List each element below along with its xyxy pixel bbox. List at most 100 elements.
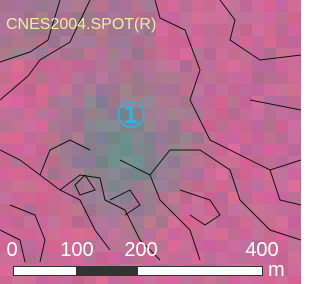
image-pixel (288, 240, 300, 252)
image-pixel (60, 168, 72, 180)
image-pixel (204, 48, 216, 60)
page: CNES2004.SPOT(R) ① 0 100 200 400 m (() =… (0, 0, 301, 284)
image-pixel (144, 156, 156, 168)
image-pixel (72, 48, 84, 60)
image-pixel (240, 120, 252, 132)
image-pixel (240, 60, 252, 72)
image-pixel (180, 24, 192, 36)
image-pixel (60, 72, 72, 84)
image-pixel (228, 132, 240, 144)
image-pixel (84, 96, 96, 108)
image-pixel (0, 0, 12, 12)
image-pixel (96, 276, 108, 284)
image-pixel (48, 60, 60, 72)
image-pixel (48, 96, 60, 108)
image-pixel (12, 216, 24, 228)
image-pixel (216, 204, 228, 216)
image-pixel (96, 36, 108, 48)
image-pixel (300, 0, 301, 12)
image-pixel (132, 144, 144, 156)
image-pixel (0, 204, 12, 216)
image-pixel (84, 120, 96, 132)
image-pixel (72, 204, 84, 216)
image-pixel (84, 60, 96, 72)
image-pixel (228, 60, 240, 72)
image-pixel (156, 180, 168, 192)
image-pixel (132, 276, 144, 284)
image-pixel (12, 84, 24, 96)
image-pixel (132, 180, 144, 192)
image-pixel (204, 72, 216, 84)
image-pixel (96, 0, 108, 12)
image-pixel (168, 36, 180, 48)
image-pixel (168, 72, 180, 84)
image-pixel (240, 24, 252, 36)
image-pixel (132, 72, 144, 84)
image-pixel (72, 36, 84, 48)
image-pixel (192, 108, 204, 120)
image-pixel (24, 252, 36, 264)
image-pixel (156, 108, 168, 120)
image-pixel (252, 36, 264, 48)
image-pixel (216, 24, 228, 36)
image-pixel (216, 216, 228, 228)
image-pixel (108, 252, 120, 264)
image-pixel (12, 120, 24, 132)
image-pixel (132, 216, 144, 228)
image-pixel (300, 120, 301, 132)
credit: CNES2004.SPOT(R) (6, 16, 156, 33)
image-pixel (228, 228, 240, 240)
image-pixel (168, 276, 180, 284)
image-pixel (216, 180, 228, 192)
image-pixel (168, 180, 180, 192)
image-pixel (0, 264, 12, 276)
image-pixel (60, 120, 72, 132)
scale-bar-segment (14, 267, 76, 275)
image-pixel (156, 96, 168, 108)
image-pixel (12, 132, 24, 144)
image-pixel (144, 204, 156, 216)
image-pixel (0, 156, 12, 168)
image-pixel (96, 60, 108, 72)
image-pixel (96, 252, 108, 264)
image-pixel (252, 276, 264, 284)
image-pixel (168, 84, 180, 96)
image-pixel (252, 132, 264, 144)
image-pixel (192, 96, 204, 108)
image-pixel (264, 192, 276, 204)
image-pixel (108, 168, 120, 180)
image-pixel (168, 228, 180, 240)
image-pixel (12, 108, 24, 120)
image-pixel (276, 84, 288, 96)
image-pixel (24, 144, 36, 156)
image-pixel (108, 228, 120, 240)
image-pixel (252, 192, 264, 204)
image-pixel (192, 276, 204, 284)
image-pixel (168, 240, 180, 252)
image-pixel (48, 156, 60, 168)
scale-label: 400 (245, 239, 278, 261)
image-pixel (72, 108, 84, 120)
image-pixel (0, 132, 12, 144)
image-pixel (84, 72, 96, 84)
image-pixel (96, 48, 108, 60)
image-pixel (228, 240, 240, 252)
image-pixel (132, 168, 144, 180)
image-pixel (240, 108, 252, 120)
image-pixel (300, 228, 301, 240)
image-pixel (48, 132, 60, 144)
image-pixel (168, 168, 180, 180)
image-pixel (228, 204, 240, 216)
image-pixel (84, 0, 96, 12)
image-pixel (264, 132, 276, 144)
image-pixel (144, 48, 156, 60)
image-pixel (36, 120, 48, 132)
image-pixel (252, 24, 264, 36)
image-pixel (276, 24, 288, 36)
image-pixel (120, 60, 132, 72)
image-pixel (180, 0, 192, 12)
image-pixel (264, 24, 276, 36)
image-pixel (48, 108, 60, 120)
image-pixel (240, 216, 252, 228)
image-pixel (156, 132, 168, 144)
